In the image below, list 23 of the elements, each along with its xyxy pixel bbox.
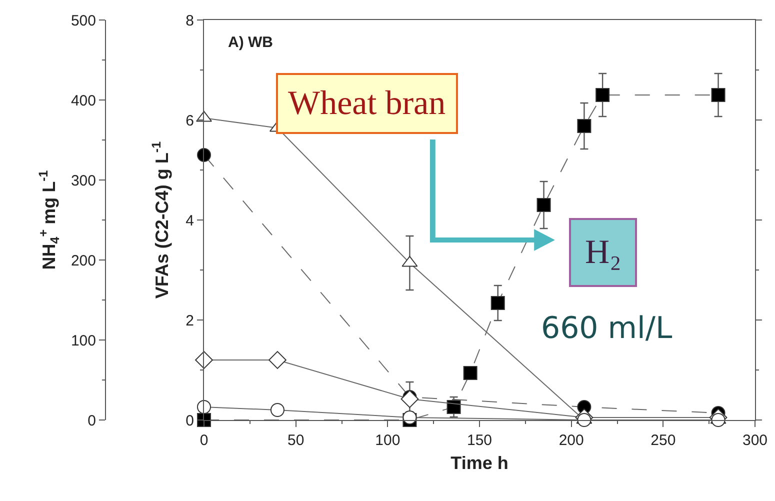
x-tick-label: 50	[287, 432, 304, 449]
y2-tick-label: 500	[70, 12, 96, 30]
y2-tick-label: 300	[70, 172, 96, 190]
x-tick-label: 0	[200, 432, 208, 449]
y-tick-label: 4	[186, 212, 194, 230]
y2-tick-label: 200	[70, 252, 96, 270]
x-axis-title: Time h	[450, 453, 508, 474]
y2-tick-label: 0	[88, 412, 96, 430]
x-tick-label: 100	[375, 432, 400, 449]
y-tick-label: 6	[186, 112, 194, 130]
annotation: Wheat bran	[288, 85, 446, 122]
annotation: A) WB	[228, 34, 274, 51]
y-tick-label: 2	[186, 312, 194, 330]
annotation: 660 ml/L	[541, 311, 672, 346]
y2-tick-label: 400	[70, 92, 96, 110]
y2-tick-label: 100	[70, 332, 96, 350]
y-tick-label: 8	[186, 12, 194, 30]
x-tick-label: 200	[558, 432, 584, 449]
annotation: H₂	[585, 234, 622, 271]
x-tick-label: 300	[742, 432, 768, 449]
x-tick-label: 250	[650, 432, 676, 449]
x-tick-label: 150	[466, 432, 492, 449]
y-tick-label: 0	[186, 412, 194, 430]
